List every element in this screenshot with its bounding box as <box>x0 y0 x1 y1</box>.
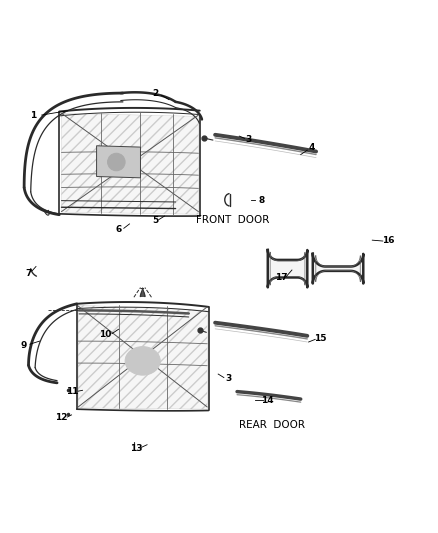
Text: 7: 7 <box>25 269 32 278</box>
Text: 8: 8 <box>258 196 264 205</box>
Text: 1: 1 <box>30 110 36 119</box>
Text: 11: 11 <box>66 387 78 396</box>
Polygon shape <box>61 114 198 214</box>
Text: 14: 14 <box>261 396 273 405</box>
Polygon shape <box>96 146 140 178</box>
Text: 16: 16 <box>381 236 394 245</box>
Polygon shape <box>267 250 307 287</box>
Text: 9: 9 <box>21 341 27 350</box>
Text: REAR  DOOR: REAR DOOR <box>239 421 304 431</box>
Text: 4: 4 <box>308 143 314 152</box>
Polygon shape <box>312 254 363 284</box>
Text: FRONT  DOOR: FRONT DOOR <box>195 215 269 225</box>
Ellipse shape <box>107 154 125 171</box>
Text: 2: 2 <box>152 88 159 98</box>
Text: 12: 12 <box>55 414 67 423</box>
Text: 13: 13 <box>130 444 142 453</box>
Text: 3: 3 <box>225 374 231 383</box>
Text: 17: 17 <box>274 273 286 282</box>
Text: 5: 5 <box>152 216 159 225</box>
Polygon shape <box>140 288 145 296</box>
Text: 3: 3 <box>244 135 251 144</box>
Ellipse shape <box>125 346 160 375</box>
Polygon shape <box>78 305 207 409</box>
Text: 10: 10 <box>99 330 111 339</box>
Text: 6: 6 <box>115 225 121 233</box>
Text: 15: 15 <box>314 334 326 343</box>
